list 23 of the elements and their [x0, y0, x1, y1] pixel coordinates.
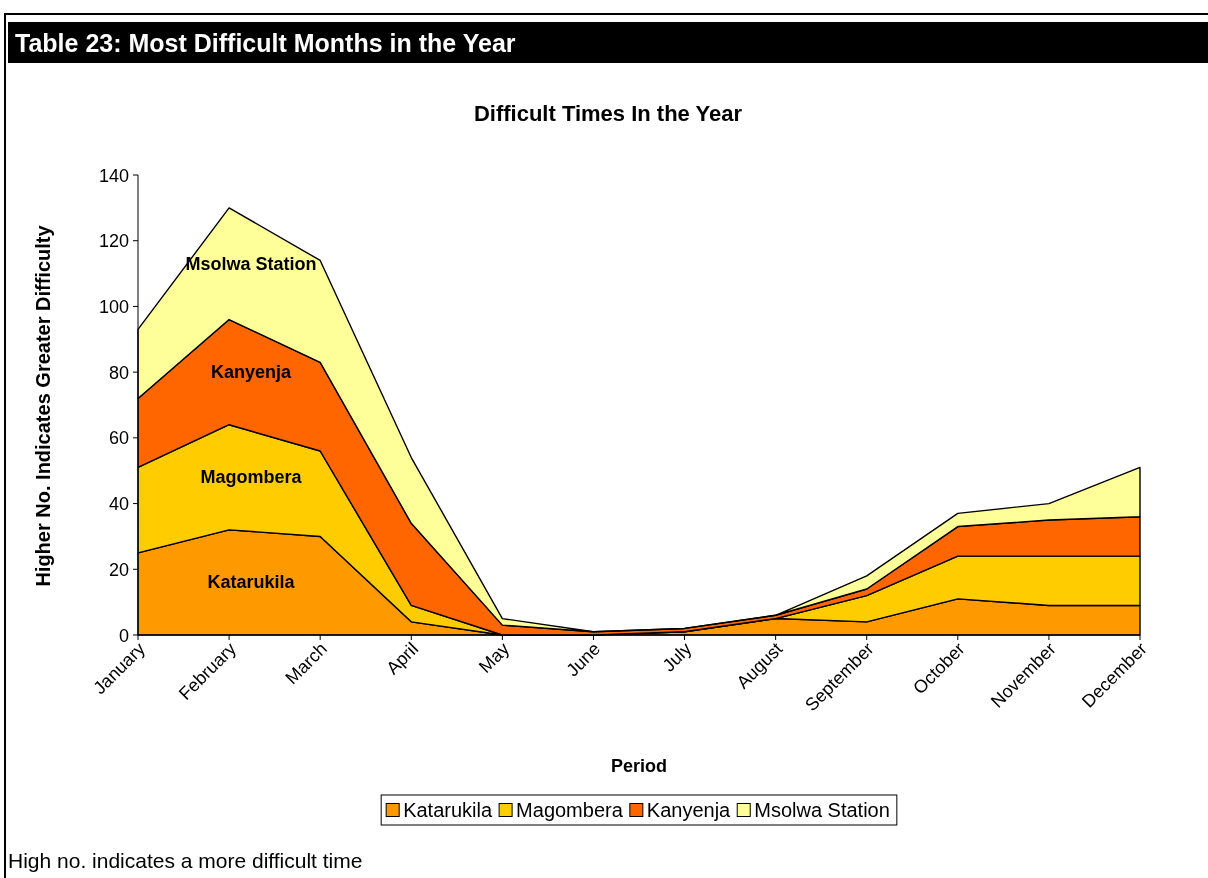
legend-label: Kanyenja [646, 799, 732, 821]
text: Katarukila [207, 572, 295, 593]
chart-title: Table 23: Most Difficult Months in the Year [15, 29, 516, 57]
legend-label: Magombera [516, 799, 624, 821]
y-axis-title: Higher No. Indicates Greater Difficulty [32, 224, 54, 587]
x-axis-title: Period [610, 756, 668, 776]
y-tick-label: 120 [98, 231, 129, 252]
y-tick-label: 60 [108, 428, 129, 449]
y-tick-label: 100 [98, 296, 129, 317]
y-tick-label: 0 [118, 625, 129, 646]
y-tick-label: 140 [98, 165, 129, 186]
x-tick-label: May [475, 638, 514, 677]
legend-label: Katarukila [403, 799, 493, 821]
chart-subtitle: Difficult Times In the Year [473, 101, 743, 126]
y-tick-label: 20 [108, 559, 129, 580]
text: Msolwa Station [185, 253, 317, 274]
y-tick-label: 40 [108, 494, 129, 515]
text: Kanyenja [211, 362, 292, 383]
x-tick-label: July [658, 638, 696, 676]
y-tick-label: 80 [108, 362, 129, 383]
text: High no. indicates a more difficult time [8, 849, 363, 872]
text: Magombera [200, 467, 302, 488]
legend-label: Msolwa Station [754, 799, 890, 821]
